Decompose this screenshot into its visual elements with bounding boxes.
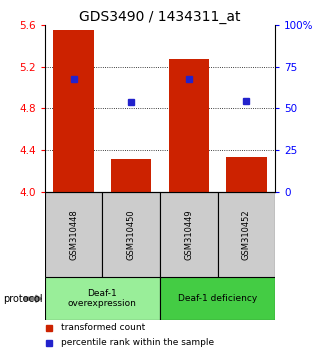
Title: GDS3490 / 1434311_at: GDS3490 / 1434311_at [79,10,241,24]
Bar [169,59,209,192]
Text: GSM310452: GSM310452 [242,210,251,260]
Text: GSM310450: GSM310450 [127,210,136,260]
Bar [45,278,160,320]
Bar [160,192,218,278]
Bar [111,159,151,192]
Text: Deaf-1
overexpression: Deaf-1 overexpression [68,289,137,308]
Text: Deaf-1 deficiency: Deaf-1 deficiency [178,294,257,303]
Bar [53,30,94,192]
Text: GSM310449: GSM310449 [184,210,193,260]
Bar [102,192,160,278]
Bar [226,156,267,192]
Bar [45,192,102,278]
Text: percentile rank within the sample: percentile rank within the sample [61,338,214,347]
Text: GSM310448: GSM310448 [69,210,78,260]
Text: transformed count: transformed count [61,323,145,332]
Bar [160,278,275,320]
Text: protocol: protocol [3,294,43,304]
Bar [218,192,275,278]
